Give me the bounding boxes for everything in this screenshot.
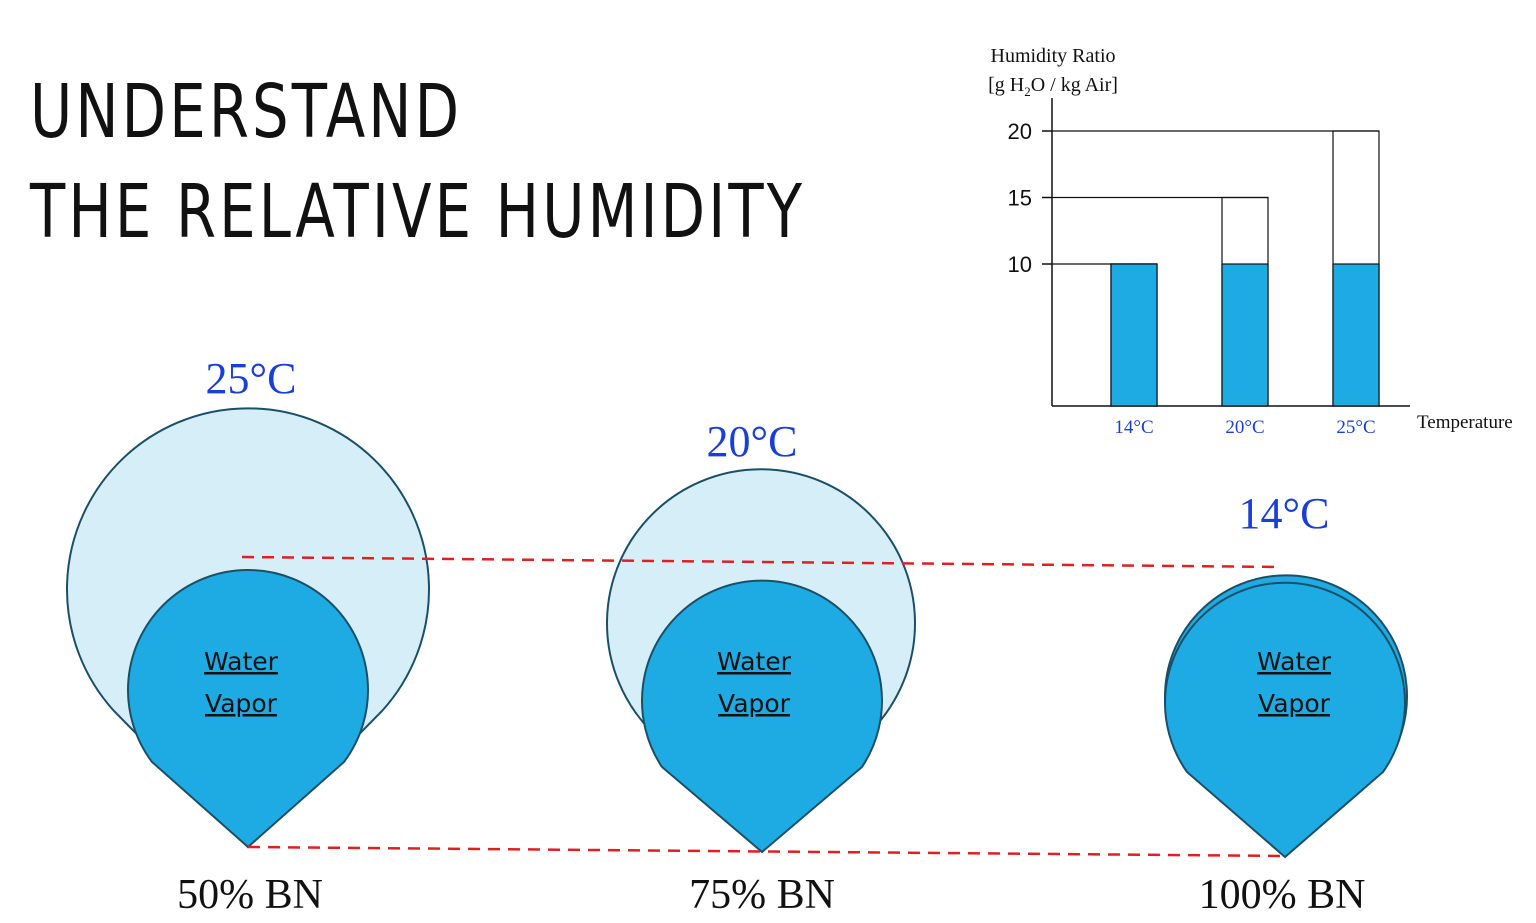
top-dashed-line [241,555,1283,569]
humidity-ratio-chart: Humidity Ratio [g H2O / kg Air] Temperat… [988,45,1513,438]
y-tick-label-10: 10 [1008,252,1032,277]
relative-humidity-label: 50% BN [177,872,323,918]
water-vapor-shape [1164,581,1406,859]
water-vapor-shape [641,579,883,854]
x-axis-label: Temperature [1417,412,1513,433]
relative-humidity-label: 100% BN [1199,872,1366,918]
bottom-dashed-line [247,845,1287,858]
water-vapor-label-line2: Vapor [205,689,278,718]
bar-1 [1221,263,1269,407]
water-vapor-label-line1: Water [204,647,279,676]
x-tick-label-1: 20°C [1225,417,1264,438]
water-vapor-label-line2: Vapor [718,689,791,718]
water-vapor-shape [127,569,369,849]
y-tick-label-15: 15 [1008,186,1032,211]
temperature-label: 14°C [1239,489,1330,538]
droplet-25c: 25°C Water Vapor 50% BN [66,354,430,918]
page-title: UNDERSTAND THE RELATIVE HUMIDITY [30,62,805,262]
bar-2 [1332,263,1380,407]
temperature-label: 25°C [206,354,297,403]
temperature-label: 20°C [707,417,798,466]
y-axis-label-line1: Humidity Ratio [991,45,1116,67]
x-tick-label-0: 14°C [1114,417,1153,438]
x-tick-label-2: 25°C [1336,417,1375,438]
water-vapor-label-line1: Water [1257,647,1332,676]
water-vapor-label-line2: Vapor [1258,689,1331,718]
title-line-1: UNDERSTAND [30,69,463,155]
bar-0 [1110,263,1158,407]
droplet-14c: 14°C Water Vapor 100% BN [1164,489,1408,918]
y-axis-label-line2: [g H2O / kg Air] [988,74,1118,99]
droplet-20c: 20°C Water Vapor 75% BN [606,417,916,918]
water-vapor-label-line1: Water [717,647,792,676]
title-line-2: THE RELATIVE HUMIDITY [30,169,806,255]
y-tick-label-20: 20 [1008,119,1032,144]
relative-humidity-label: 75% BN [689,872,835,918]
